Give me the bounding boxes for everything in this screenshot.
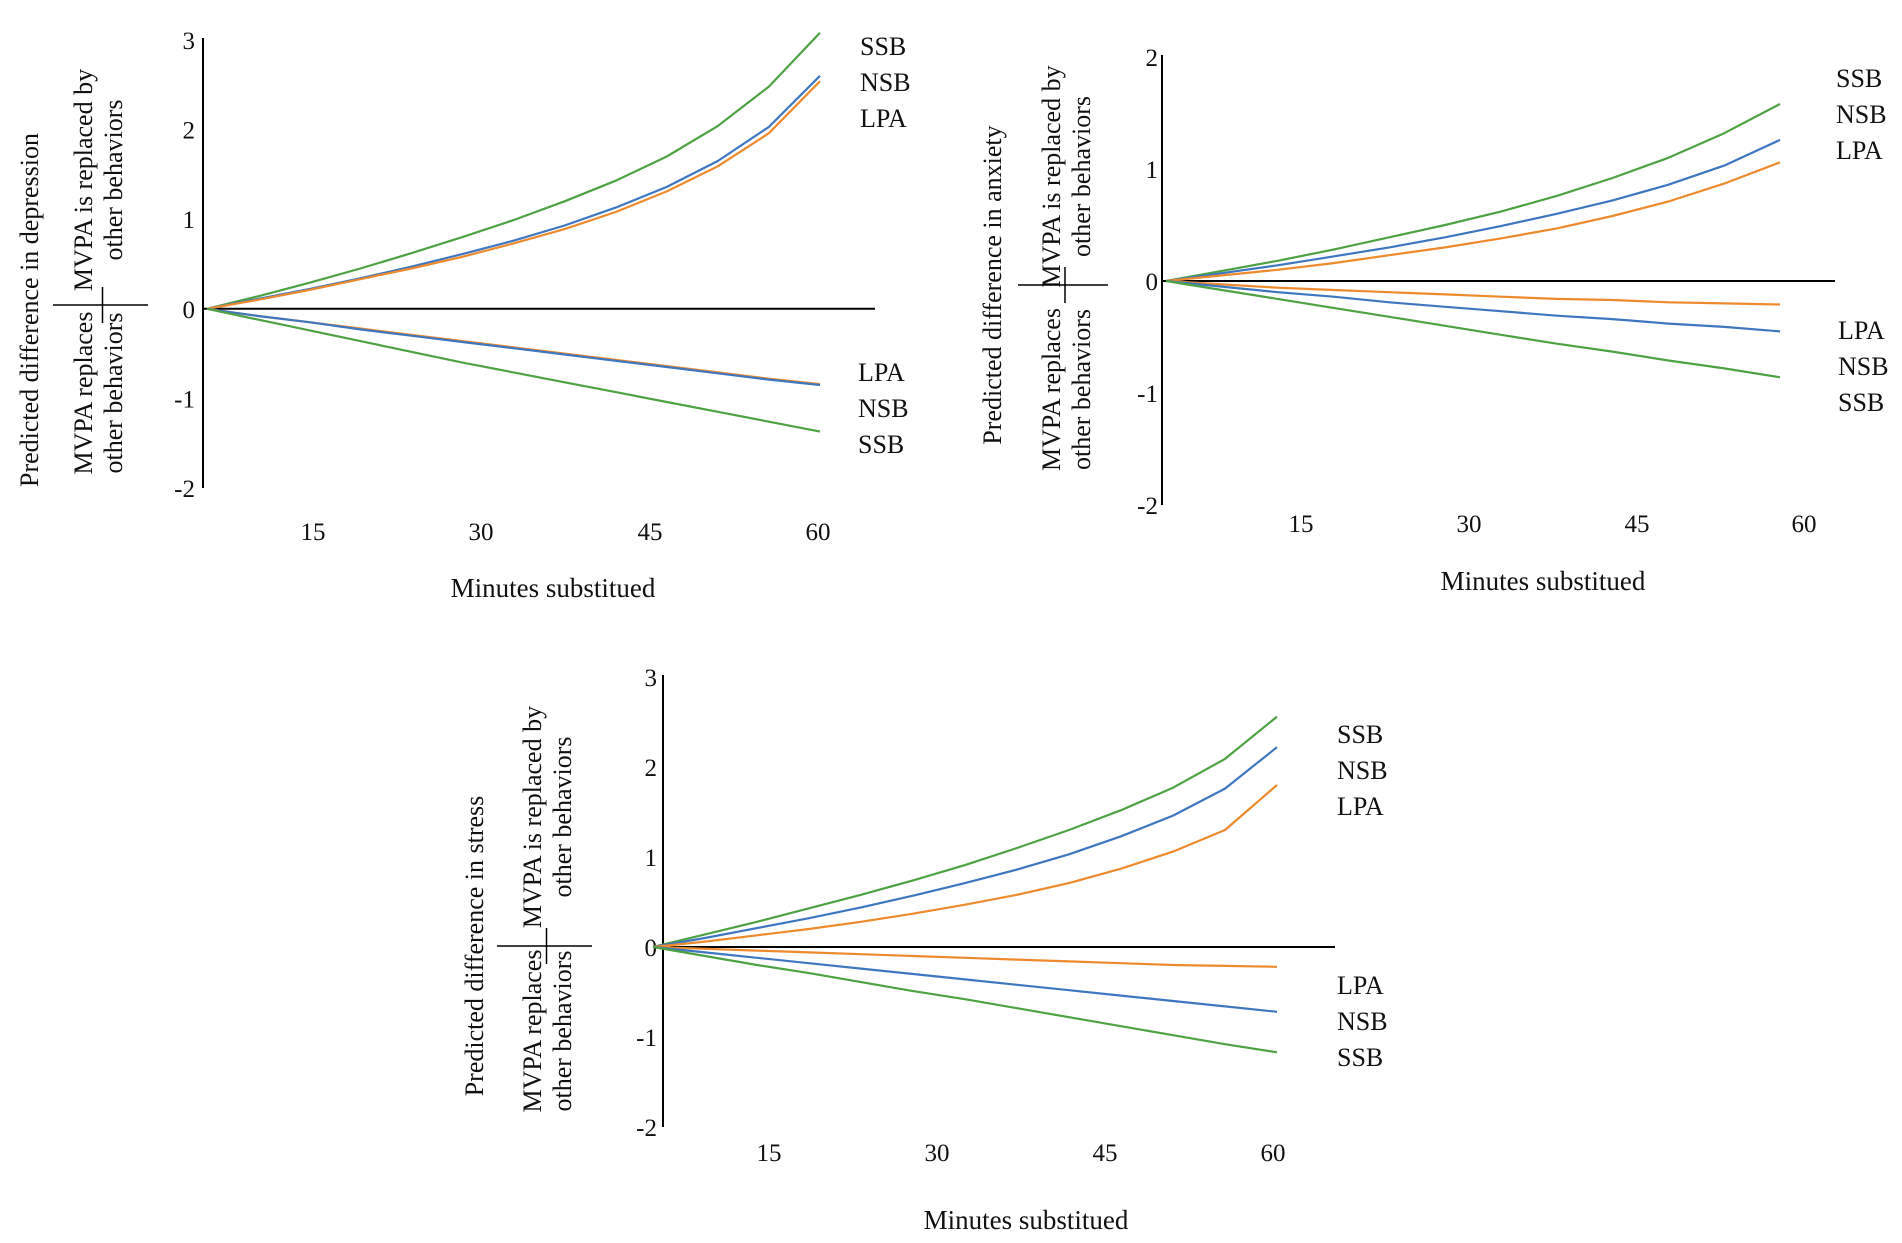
series-line-lpa-replaced	[1165, 161, 1781, 283]
series-line-lpa-replaces	[1165, 279, 1781, 306]
y-axis-label: Predicted difference in anxiety	[978, 125, 1007, 444]
y-tick-label: 2	[1146, 45, 1159, 72]
y-tick-label: 0	[183, 297, 196, 324]
series-line-ssb-replaces	[652, 945, 1278, 1054]
y-tick-label: 0	[645, 935, 658, 962]
y-tick-label: 3	[183, 28, 196, 55]
series-line-nsb-replaced	[1165, 138, 1781, 283]
series-label-lower-ssb: SSB	[1838, 388, 1884, 417]
chart-panel-anxiety: 2 1 0 -1 -2 15 30 45 60 Minutes substitued Predict…	[978, 45, 1889, 596]
y-region-label-lower: MVPA replaces	[1037, 308, 1066, 471]
series-label-upper-ssb: SSB	[1836, 64, 1882, 93]
x-axis-label: Minutes substitued	[451, 573, 656, 603]
y-region-label-lower: MVPA replaces	[69, 312, 98, 475]
y-region-label-upper: other behaviors	[548, 736, 577, 897]
series-line-nsb-replaced	[652, 746, 1278, 949]
y-region-label-lower: other behaviors	[548, 950, 577, 1111]
series-line-ssb-replaces	[206, 307, 821, 433]
y-tick-label: -1	[1137, 381, 1158, 408]
series-label-lower-nsb: NSB	[858, 394, 909, 423]
y-region-label-upper: other behaviors	[99, 99, 128, 260]
y-tick-label: 3	[645, 665, 658, 692]
series-line-nsb-replaces	[652, 945, 1278, 1013]
series-line-ssb-replaces	[1165, 279, 1781, 379]
x-tick-label: 45	[1625, 511, 1650, 538]
series-label-upper-lpa: LPA	[1337, 792, 1384, 821]
x-tick-label: 15	[301, 519, 326, 546]
y-tick-label: -2	[174, 476, 195, 503]
x-tick-label: 30	[925, 1140, 950, 1167]
y-region-label-upper: MVPA is replaced by	[518, 706, 547, 928]
y-tick-label: -1	[174, 386, 195, 413]
chart-panel-stress: 3 2 1 0 -1 -2 15 30 45 60 Minutes substitued Predic…	[460, 665, 1388, 1235]
y-tick-label: -2	[1137, 493, 1158, 520]
y-region-label-lower: other behaviors	[1067, 309, 1096, 470]
y-region-label-upper: MVPA is replaced by	[69, 69, 98, 291]
x-tick-label: 60	[1261, 1140, 1286, 1167]
chart-panel-depression: 3 2 1 0 -1 -2 15 30 45 60 Minutes substitued Predic…	[15, 28, 911, 603]
y-region-label-lower: MVPA replaces	[518, 950, 547, 1113]
x-tick-label: 30	[469, 519, 494, 546]
series-line-ssb-replaced	[1165, 103, 1781, 283]
series-label-lower-nsb: NSB	[1337, 1007, 1388, 1036]
x-axis-label: Minutes substitued	[1441, 566, 1646, 596]
x-tick-label: 60	[1792, 511, 1817, 538]
x-tick-label: 45	[1093, 1140, 1118, 1167]
x-axis-label: Minutes substitued	[924, 1205, 1129, 1235]
series-line-nsb-replaced	[206, 75, 821, 310]
series-label-upper-ssb: SSB	[860, 32, 906, 61]
series-label-upper-nsb: NSB	[1337, 756, 1388, 785]
x-tick-label: 15	[1289, 511, 1314, 538]
series-label-upper-lpa: LPA	[1836, 136, 1883, 165]
y-axis-label: Predicted difference in depression	[15, 133, 44, 487]
y-tick-label: 0	[1146, 269, 1159, 296]
x-tick-label: 15	[757, 1140, 782, 1167]
y-tick-label: 2	[183, 118, 196, 145]
series-label-upper-nsb: NSB	[1836, 100, 1887, 129]
y-tick-label: 2	[645, 755, 658, 782]
series-line-lpa-replaced	[652, 784, 1278, 949]
series-line-ssb-replaced	[206, 32, 821, 310]
series-label-lower-lpa: LPA	[1838, 316, 1885, 345]
series-line-lpa-replaced	[206, 80, 821, 310]
series-label-upper-lpa: LPA	[860, 104, 907, 133]
series-label-lower-ssb: SSB	[858, 430, 904, 459]
y-tick-label: -1	[636, 1025, 657, 1052]
y-region-label-lower: other behaviors	[99, 312, 128, 473]
series-line-nsb-replaces	[206, 307, 821, 387]
series-label-lower-lpa: LPA	[1337, 971, 1384, 1000]
y-tick-label: 1	[645, 845, 658, 872]
y-tick-label: 1	[183, 207, 196, 234]
series-label-lower-ssb: SSB	[1337, 1043, 1383, 1072]
x-tick-label: 60	[806, 519, 831, 546]
x-tick-label: 30	[1457, 511, 1482, 538]
x-tick-label: 45	[638, 519, 663, 546]
y-region-label-upper: MVPA is replaced by	[1037, 65, 1066, 287]
y-tick-label: -2	[636, 1115, 657, 1142]
series-line-ssb-replaced	[652, 715, 1278, 949]
series-label-lower-lpa: LPA	[858, 358, 905, 387]
y-tick-label: 1	[1146, 157, 1159, 184]
series-label-lower-nsb: NSB	[1838, 352, 1889, 381]
y-axis-label: Predicted difference in stress	[460, 796, 489, 1097]
series-label-upper-ssb: SSB	[1337, 720, 1383, 749]
series-line-nsb-replaces	[1165, 279, 1781, 333]
series-line-lpa-replaces	[652, 945, 1278, 968]
y-region-label-upper: other behaviors	[1067, 96, 1096, 257]
series-label-upper-nsb: NSB	[860, 68, 911, 97]
